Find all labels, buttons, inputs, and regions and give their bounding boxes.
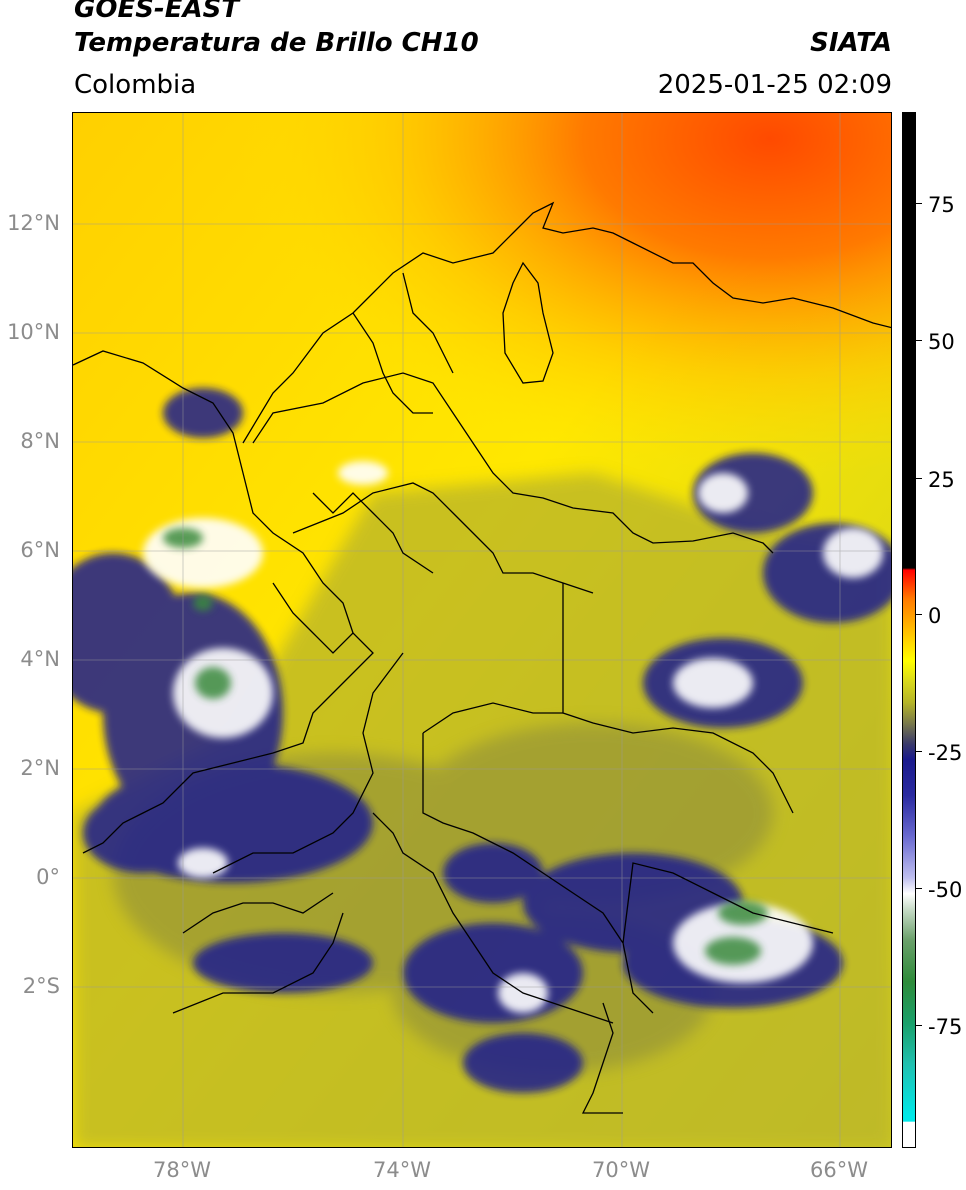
colorbar-label-0: 0 — [928, 604, 942, 628]
lat-label-2s: 2°S — [22, 974, 60, 998]
colorbar-tick — [916, 340, 922, 341]
lat-label-6n: 6°N — [20, 538, 60, 562]
product-title: Temperatura de Brillo CH10 — [74, 28, 479, 58]
colorbar-tick — [916, 614, 922, 615]
region-label: Colombia — [74, 70, 197, 100]
colorbar-tick — [916, 751, 922, 752]
colorbar-label-75: 75 — [928, 193, 955, 217]
colorbar-tick — [916, 478, 922, 479]
lon-label-70w: 70°W — [592, 1158, 650, 1182]
lat-label-2n: 2°N — [20, 756, 60, 780]
colorbar-label-minus25: -25 — [928, 741, 963, 765]
source-label: SIATA — [810, 28, 892, 58]
satellite-map[interactable] — [72, 112, 892, 1148]
colorbar-tick — [916, 1025, 922, 1026]
lat-label-8n: 8°N — [20, 429, 60, 453]
colorbar-tick — [916, 203, 922, 204]
colorbar-label-minus75: -75 — [928, 1015, 963, 1039]
lon-label-74w: 74°W — [373, 1158, 431, 1182]
colorbar-label-50: 50 — [928, 330, 955, 354]
colorbar-label-25: 25 — [928, 468, 955, 492]
lat-label-12n: 12°N — [7, 211, 60, 235]
lat-label-4n: 4°N — [20, 647, 60, 671]
timestamp-label: 2025-01-25 02:09 — [657, 70, 892, 100]
colorbar-label-minus50: -50 — [928, 878, 963, 902]
lon-label-66w: 66°W — [810, 1158, 868, 1182]
satellite-title: GOES-EAST — [74, 0, 240, 24]
colorbar-tick — [916, 888, 922, 889]
colorbar — [902, 112, 916, 1148]
lat-label-10n: 10°N — [7, 320, 60, 344]
lon-label-78w: 78°W — [153, 1158, 211, 1182]
lat-label-0: 0° — [36, 865, 60, 889]
map-image — [73, 113, 891, 1147]
